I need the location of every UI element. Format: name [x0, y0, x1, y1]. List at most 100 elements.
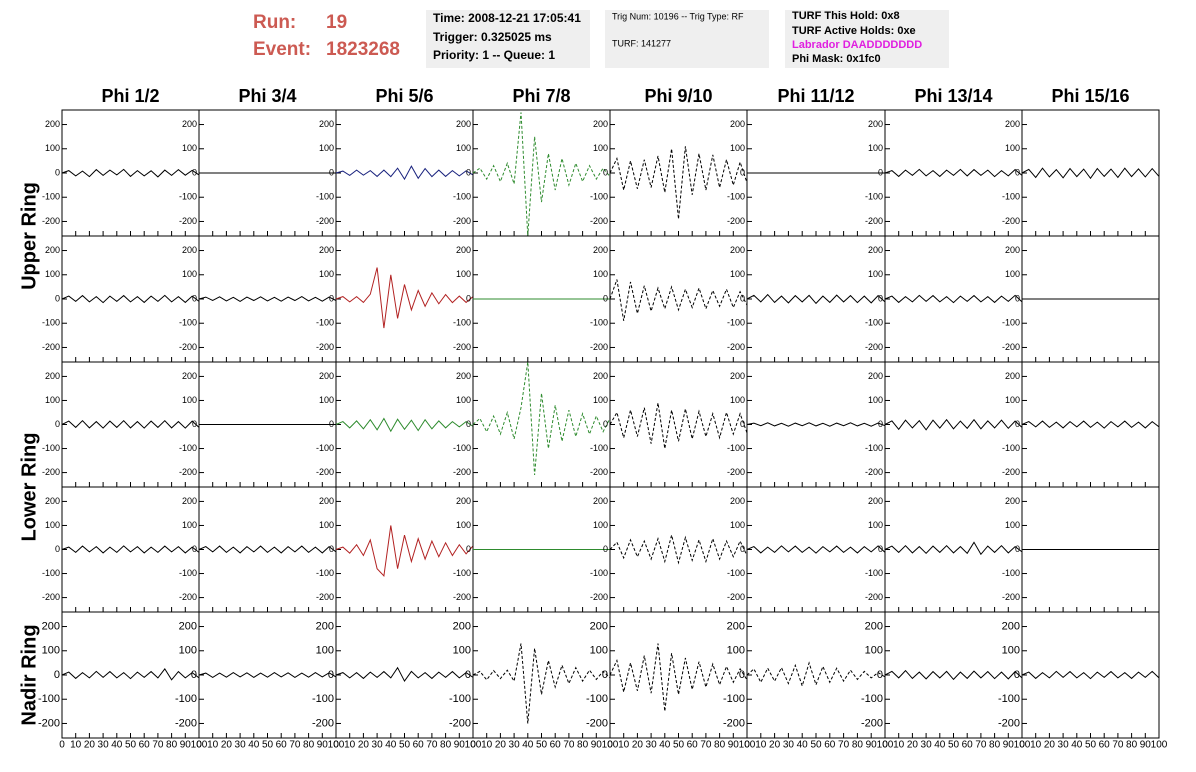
y-tick-label: -100	[1002, 192, 1020, 202]
x-tick-label: 60	[1099, 740, 1111, 751]
x-tick-label: 0	[59, 740, 65, 751]
waveform	[609, 279, 748, 321]
y-tick-label: -200	[316, 592, 334, 602]
x-tick-label: 100	[191, 740, 208, 751]
x-tick-label: 90	[180, 740, 192, 751]
y-tick-label: 200	[730, 119, 745, 129]
y-tick-label: -100	[316, 443, 334, 453]
y-tick-label: 100	[182, 143, 197, 153]
column-title: Phi 11/12	[777, 86, 854, 106]
waveform	[609, 643, 748, 712]
y-tick-label: 0	[603, 419, 608, 429]
x-tick-label: 50	[948, 740, 960, 751]
x-tick-label: 90	[728, 740, 740, 751]
y-tick-label: -100	[179, 443, 197, 453]
x-tick-label: 80	[714, 740, 726, 751]
x-tick-label: 0	[744, 740, 750, 751]
waveform	[472, 112, 611, 237]
x-tick-label: 0	[470, 740, 476, 751]
waveform	[198, 545, 337, 554]
x-tick-label: 70	[289, 740, 301, 751]
y-tick-label: -100	[865, 568, 883, 578]
y-tick-label: 200	[590, 620, 608, 632]
y-tick-label: -200	[453, 216, 471, 226]
y-tick-label: 200	[593, 496, 608, 506]
x-tick-label: 80	[303, 740, 315, 751]
y-tick-label: 100	[1005, 143, 1020, 153]
y-tick-label: 0	[54, 669, 60, 681]
column-title: Phi 15/16	[1051, 86, 1129, 106]
y-tick-label: -100	[42, 443, 60, 453]
panel-frame	[1021, 109, 1160, 237]
y-tick-label: -100	[1002, 443, 1020, 453]
y-tick-label: -100	[727, 192, 745, 202]
y-tick-label: 0	[602, 669, 608, 681]
waveform	[884, 541, 1023, 556]
x-tick-label: 10	[481, 740, 493, 751]
x-tick-label: 60	[139, 740, 151, 751]
ring-label: Nadir Ring	[18, 624, 40, 725]
y-tick-label: 0	[739, 669, 745, 681]
x-tick-label: 60	[276, 740, 288, 751]
x-tick-label: 50	[810, 740, 822, 751]
y-tick-label: 200	[182, 371, 197, 381]
y-tick-label: 0	[466, 419, 471, 429]
y-tick-label: -200	[727, 216, 745, 226]
y-tick-label: 200	[1005, 371, 1020, 381]
y-tick-label: -100	[453, 192, 471, 202]
y-tick-label: 200	[730, 371, 745, 381]
x-tick-label: 30	[921, 740, 933, 751]
y-tick-label: 200	[45, 496, 60, 506]
trig-num: Trig Num: 10196 -- Trig Type: RF	[612, 11, 744, 21]
run-label: Run:	[253, 12, 296, 33]
y-tick-label: 200	[593, 245, 608, 255]
y-tick-label: -200	[590, 467, 608, 477]
x-tick-label: 20	[769, 740, 781, 751]
y-tick-label: -200	[453, 467, 471, 477]
x-tick-label: 100	[739, 740, 756, 751]
x-tick-label: 80	[852, 740, 864, 751]
waveform	[609, 402, 748, 449]
y-tick-label: 100	[727, 645, 745, 657]
y-tick-label: 100	[590, 645, 608, 657]
turf-hold: TURF This Hold: 0x8	[792, 10, 900, 22]
waveform	[746, 545, 886, 554]
y-tick-label: 100	[319, 520, 334, 530]
y-tick-label: -200	[998, 717, 1020, 729]
ring-label: Upper Ring	[18, 182, 40, 290]
x-tick-label: 20	[221, 740, 233, 751]
x-tick-label: 10	[1030, 740, 1042, 751]
y-tick-label: -200	[175, 717, 197, 729]
y-tick-label: -100	[865, 318, 883, 328]
y-tick-label: 0	[603, 167, 608, 177]
column-title: Phi 13/14	[914, 86, 992, 106]
x-tick-label: 90	[866, 740, 878, 751]
y-tick-label: -200	[865, 592, 883, 602]
y-tick-label: 0	[603, 293, 608, 303]
y-tick-label: 100	[865, 645, 883, 657]
y-tick-label: 200	[456, 119, 471, 129]
y-tick-label: -100	[42, 192, 60, 202]
x-tick-label: 40	[659, 740, 671, 751]
x-tick-label: 50	[399, 740, 411, 751]
y-tick-label: 100	[45, 143, 60, 153]
x-tick-label: 60	[413, 740, 425, 751]
y-tick-label: 200	[182, 119, 197, 129]
x-tick-label: 30	[372, 740, 384, 751]
x-tick-label: 0	[882, 740, 888, 751]
y-tick-label: 0	[55, 167, 60, 177]
y-tick-label: 200	[182, 496, 197, 506]
y-tick-label: 0	[329, 544, 334, 554]
phi-mask: Phi Mask: 0x1fc0	[792, 53, 881, 65]
panel-frame	[1021, 611, 1160, 739]
y-tick-label: 100	[456, 395, 471, 405]
y-tick-label: -200	[861, 717, 883, 729]
y-tick-label: -200	[42, 592, 60, 602]
y-tick-label: -200	[42, 342, 60, 352]
y-tick-label: -200	[453, 342, 471, 352]
y-tick-label: 0	[55, 544, 60, 554]
y-tick-label: -200	[1002, 342, 1020, 352]
time: Time: 2008-12-21 17:05:41	[433, 11, 581, 25]
y-tick-label: 200	[456, 371, 471, 381]
y-tick-label: 100	[1005, 395, 1020, 405]
